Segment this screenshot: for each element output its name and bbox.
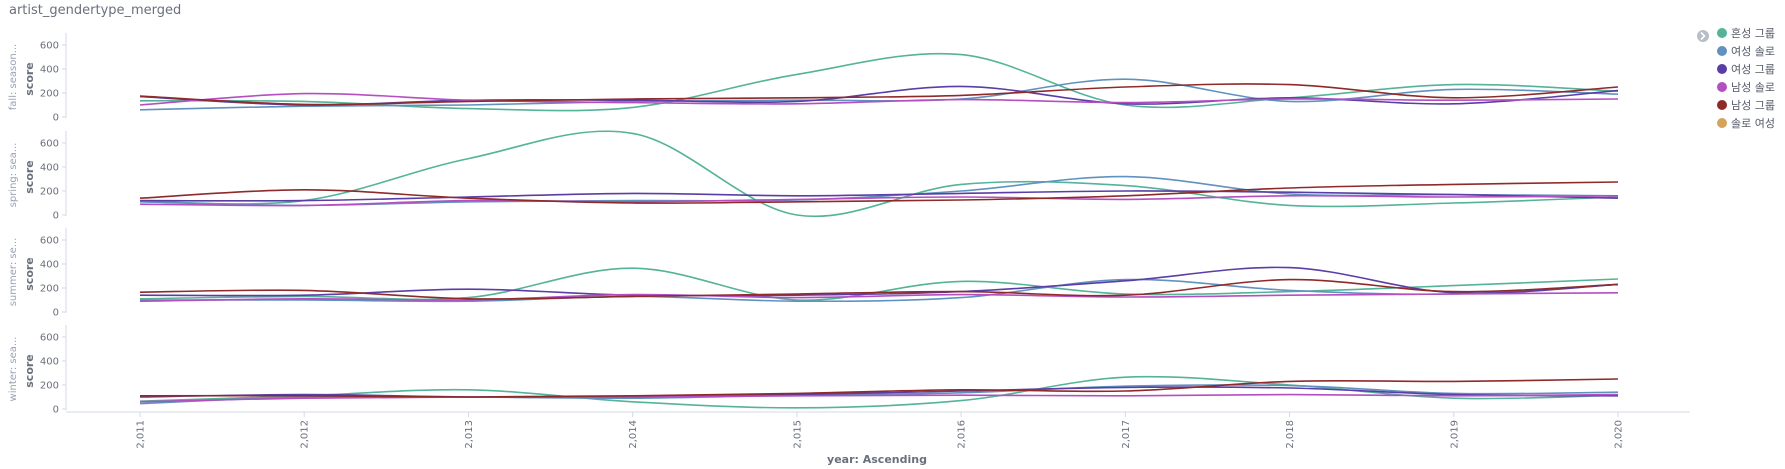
series-line	[139, 92, 1619, 106]
panel-label: spring: sea...	[8, 143, 19, 208]
series-line	[139, 393, 1619, 403]
y-tick-label: 400	[40, 65, 59, 76]
x-tick-label: 2,018	[1285, 420, 1296, 449]
legend-swatch[interactable]	[1717, 100, 1727, 110]
x-tick-label: 2,011	[136, 420, 147, 449]
y-tick-label: 0	[53, 405, 59, 416]
series-line	[139, 130, 1619, 218]
series-line	[139, 190, 1619, 202]
series-line	[139, 278, 1619, 300]
panel-label: fall: season...	[8, 44, 19, 110]
y-axis-label: score	[23, 62, 36, 96]
legend-swatch[interactable]	[1717, 64, 1727, 74]
series-line	[139, 78, 1619, 111]
x-tick-label: 2,015	[792, 420, 803, 449]
y-tick-label: 600	[40, 41, 59, 52]
series-line	[139, 378, 1619, 398]
legend-item-label[interactable]: 혼성 그룹	[1731, 27, 1775, 40]
legend-item-label[interactable]: 여성 그룹	[1731, 63, 1775, 76]
y-tick-label: 600	[40, 236, 59, 247]
series-line	[139, 375, 1619, 409]
legend-item-label[interactable]: 솔로 여성	[1731, 117, 1775, 130]
legend-swatch[interactable]	[1717, 82, 1727, 92]
legend-swatch[interactable]	[1717, 118, 1727, 128]
panel-label: summer: se...	[8, 238, 19, 307]
y-tick-label: 600	[40, 333, 59, 344]
legend-item-label[interactable]: 남성 그룹	[1731, 99, 1775, 112]
x-tick-label: 2,016	[957, 420, 968, 449]
legend-toggle-icon[interactable]	[1697, 30, 1709, 42]
y-tick-label: 0	[53, 113, 59, 124]
y-axis-label: score	[23, 257, 36, 291]
series-line	[139, 181, 1619, 204]
x-tick-label: 2,014	[628, 420, 639, 449]
x-axis-label: year: Ascending	[827, 453, 927, 466]
chevron-right-icon	[1700, 31, 1706, 41]
series-line	[139, 266, 1619, 297]
legend-swatch[interactable]	[1717, 46, 1727, 56]
y-axis-label: score	[23, 354, 36, 388]
series-line	[139, 278, 1619, 303]
y-tick-label: 400	[40, 163, 59, 174]
x-tick-label: 2,020	[1614, 420, 1625, 449]
legend-swatch[interactable]	[1717, 28, 1727, 38]
y-tick-label: 0	[53, 308, 59, 319]
x-tick-label: 2,017	[1121, 420, 1132, 449]
y-tick-label: 400	[40, 357, 59, 368]
y-tick-label: 0	[53, 211, 59, 222]
y-tick-label: 200	[40, 187, 59, 198]
series-line	[139, 194, 1619, 207]
y-tick-label: 200	[40, 381, 59, 392]
y-tick-label: 400	[40, 260, 59, 271]
chart-title: artist_gendertype_merged	[9, 3, 182, 18]
series-line	[139, 292, 1619, 302]
x-tick-label: 2,019	[1449, 420, 1460, 449]
x-tick-label: 2,013	[464, 420, 475, 449]
panel-label: winter: sea...	[8, 337, 19, 402]
series-line	[139, 175, 1619, 207]
y-tick-label: 600	[40, 139, 59, 150]
legend-item-label[interactable]: 여성 솔로	[1731, 45, 1775, 58]
y-tick-label: 200	[40, 89, 59, 100]
y-tick-label: 200	[40, 284, 59, 295]
legend-item-label[interactable]: 남성 솔로	[1731, 81, 1775, 94]
series-line	[139, 83, 1619, 106]
x-tick-label: 2,012	[300, 420, 311, 449]
y-axis-label: score	[23, 160, 36, 194]
